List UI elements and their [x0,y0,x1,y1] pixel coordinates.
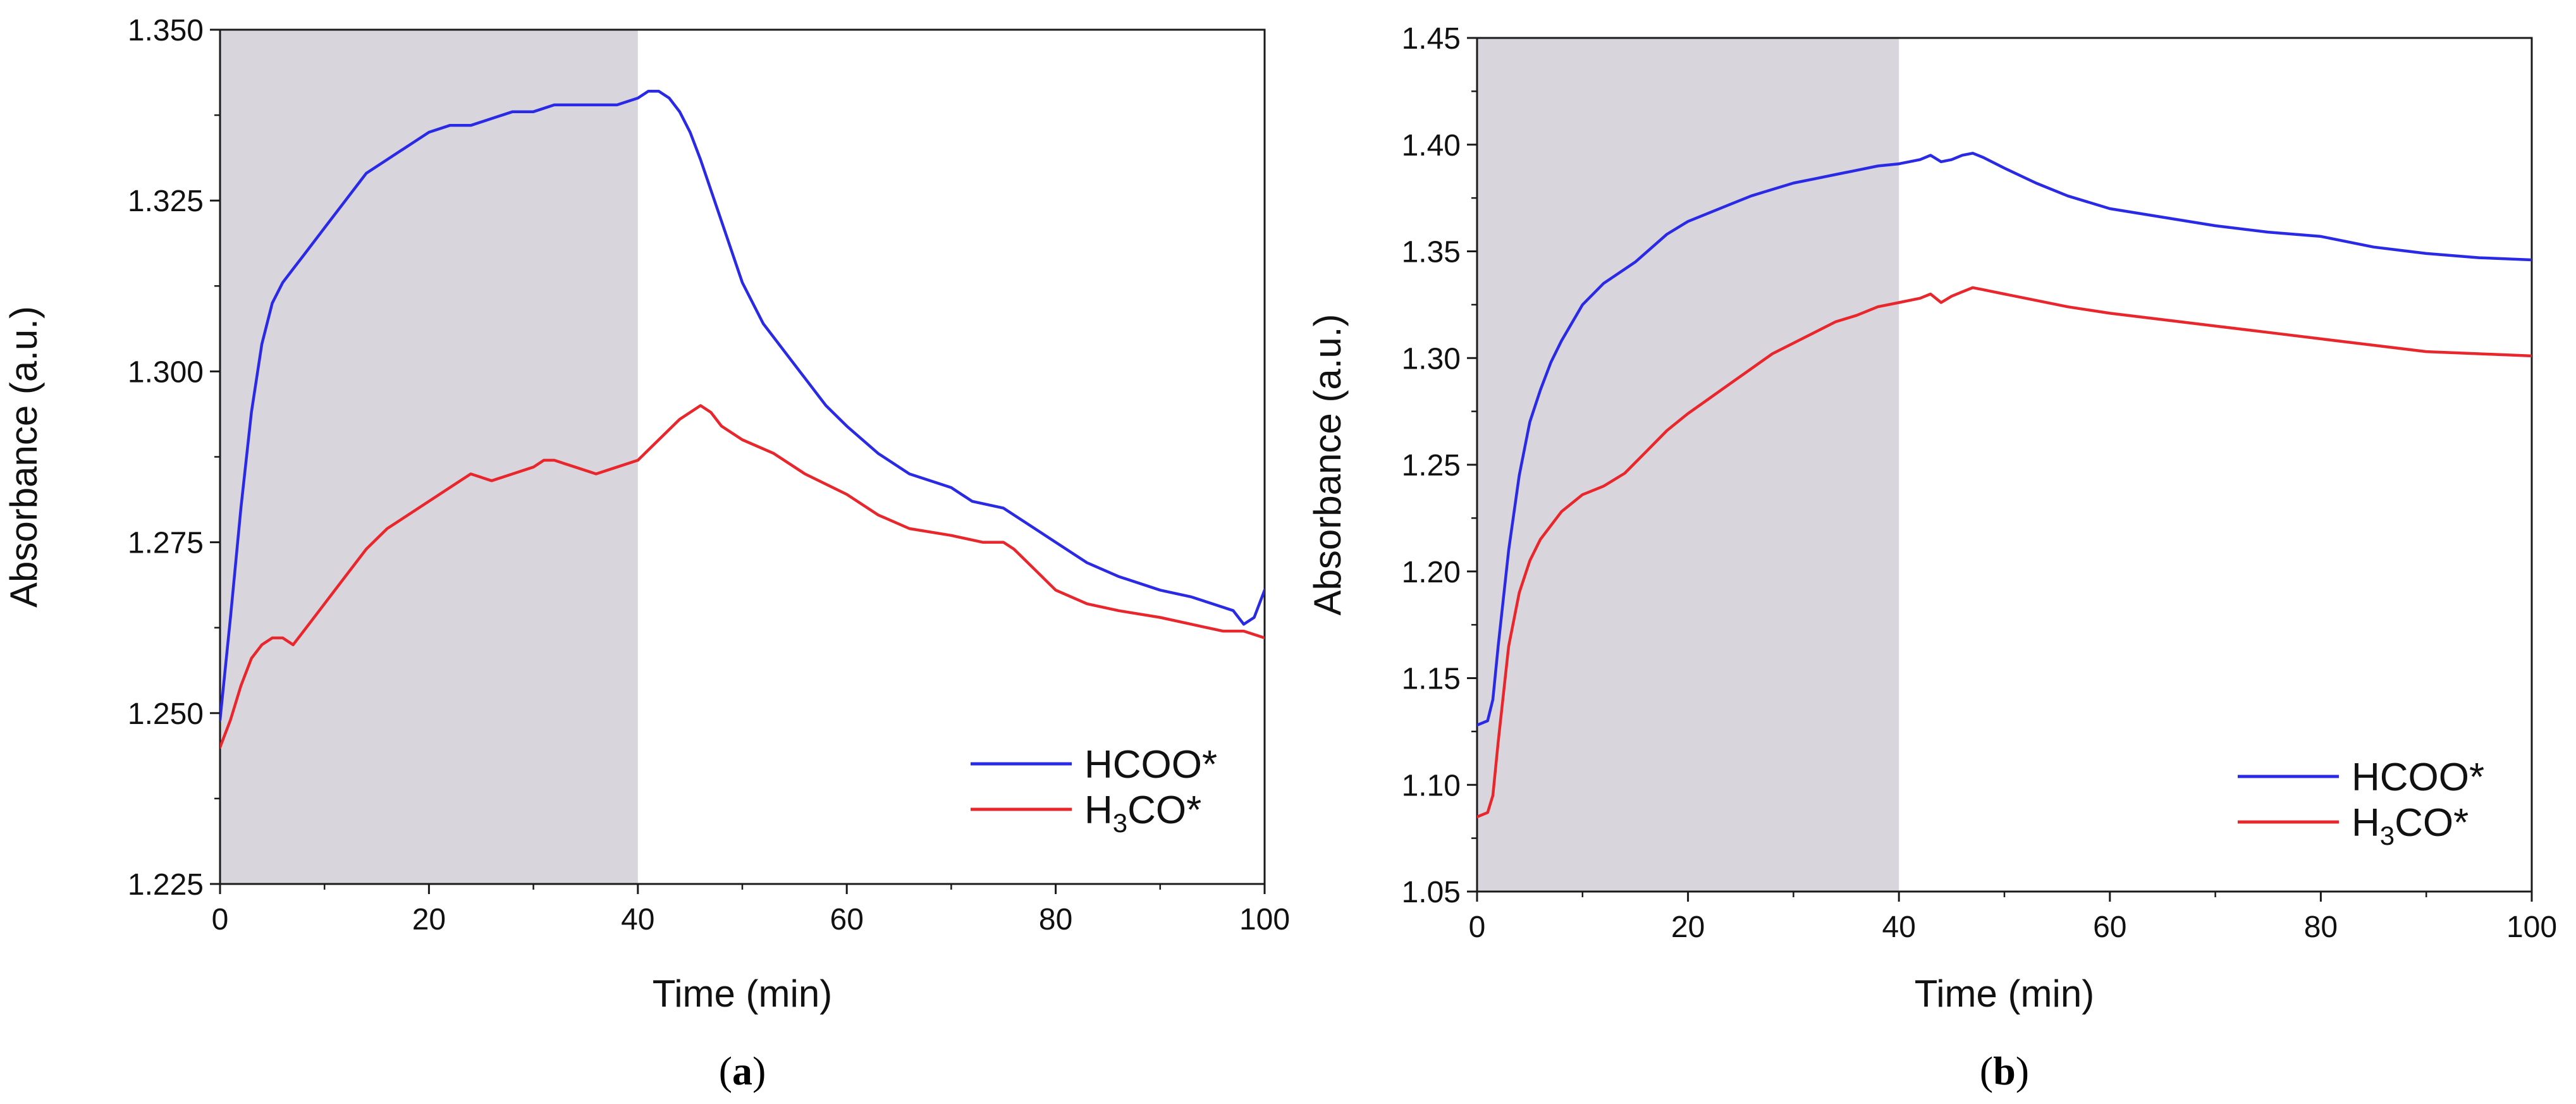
series-line-hcoo [1477,152,2532,727]
y-tick-label: 1.300 [128,355,204,389]
legend-label-base: HCOO* [1084,743,1217,787]
x-axis-label: Time (min) [653,972,832,1015]
shaded-region [1477,38,1899,892]
legend-label-base: H [2352,801,2380,845]
legend-label-base: H [1084,788,1113,832]
y-axis-label: Absorbance (a.u.) [1306,314,1349,616]
y-tick-label: 1.250 [128,697,204,731]
y-tick-label: 1.40 [1402,129,1461,163]
panel-a: 0 20 40 60 80 100 1.225 1.250 1.275 1.300 1.325 1.3… [3,14,1290,1093]
series-line-h3co [220,404,1265,749]
x-tick-label: 0 [1469,911,1486,944]
legend-label: H3CO* [2352,801,2469,850]
y-tick-label: 1.45 [1402,22,1461,56]
caption-open: ( [1980,1048,1993,1093]
y-tick-label: 1.25 [1402,449,1461,482]
x-tick-label: 80 [1039,903,1072,936]
panel-b: 0 20 40 60 80 100 1.05 1.10 1.15 1.20 1.25 1.30 1.35… [1306,22,2557,1093]
series-line-h3co [1477,286,2532,819]
y-axis-label: Absorbance (a.u.) [3,306,45,608]
caption-close: ) [2016,1048,2029,1093]
x-tick-label: 20 [412,903,446,936]
y-tick-label: 1.10 [1402,769,1461,802]
y-tick-label: 1.275 [128,527,204,560]
x-tick-label: 100 [1239,903,1290,936]
caption-close: ) [752,1048,766,1093]
y-tick-label: 1.05 [1402,876,1461,909]
x-tick-label: 20 [1671,911,1705,944]
x-tick-label: 0 [212,903,229,936]
x-tick-label: 80 [2304,911,2338,944]
legend-label: HCOO* [2352,756,2484,799]
x-axis-label: Time (min) [1915,972,2094,1015]
shaded-region [220,30,638,884]
x-tick-label: 40 [1882,911,1916,944]
legend-label-subscript: 3 [1113,808,1127,838]
x-tick-label: 100 [2506,911,2557,944]
y-tick-label: 1.30 [1402,342,1461,376]
legend-label: HCOO* [1084,743,1217,787]
y-tick-label: 1.350 [128,14,204,47]
x-tick-label: 60 [830,903,864,936]
y-tick-label: 1.20 [1402,556,1461,589]
legend-label: H3CO* [1084,788,1201,838]
legend-label-rest: CO* [2395,801,2469,845]
caption-letter: a [732,1048,752,1093]
series-line-hcoo [220,90,1265,721]
x-tick-label: 40 [621,903,654,936]
panel-caption: (b) [1980,1048,2029,1093]
y-tick-label: 1.225 [128,868,204,902]
y-tick-label: 1.35 [1402,236,1461,269]
legend-label-rest: CO* [1127,788,1201,832]
caption-letter: b [1993,1048,2016,1093]
y-tick-label: 1.15 [1402,663,1461,696]
panel-caption: (a) [719,1048,766,1093]
caption-open: ( [719,1048,732,1093]
legend-label-base: HCOO* [2352,756,2484,799]
legend-label-subscript: 3 [2380,821,2395,850]
x-tick-label: 60 [2093,911,2126,944]
y-tick-label: 1.325 [128,185,204,218]
